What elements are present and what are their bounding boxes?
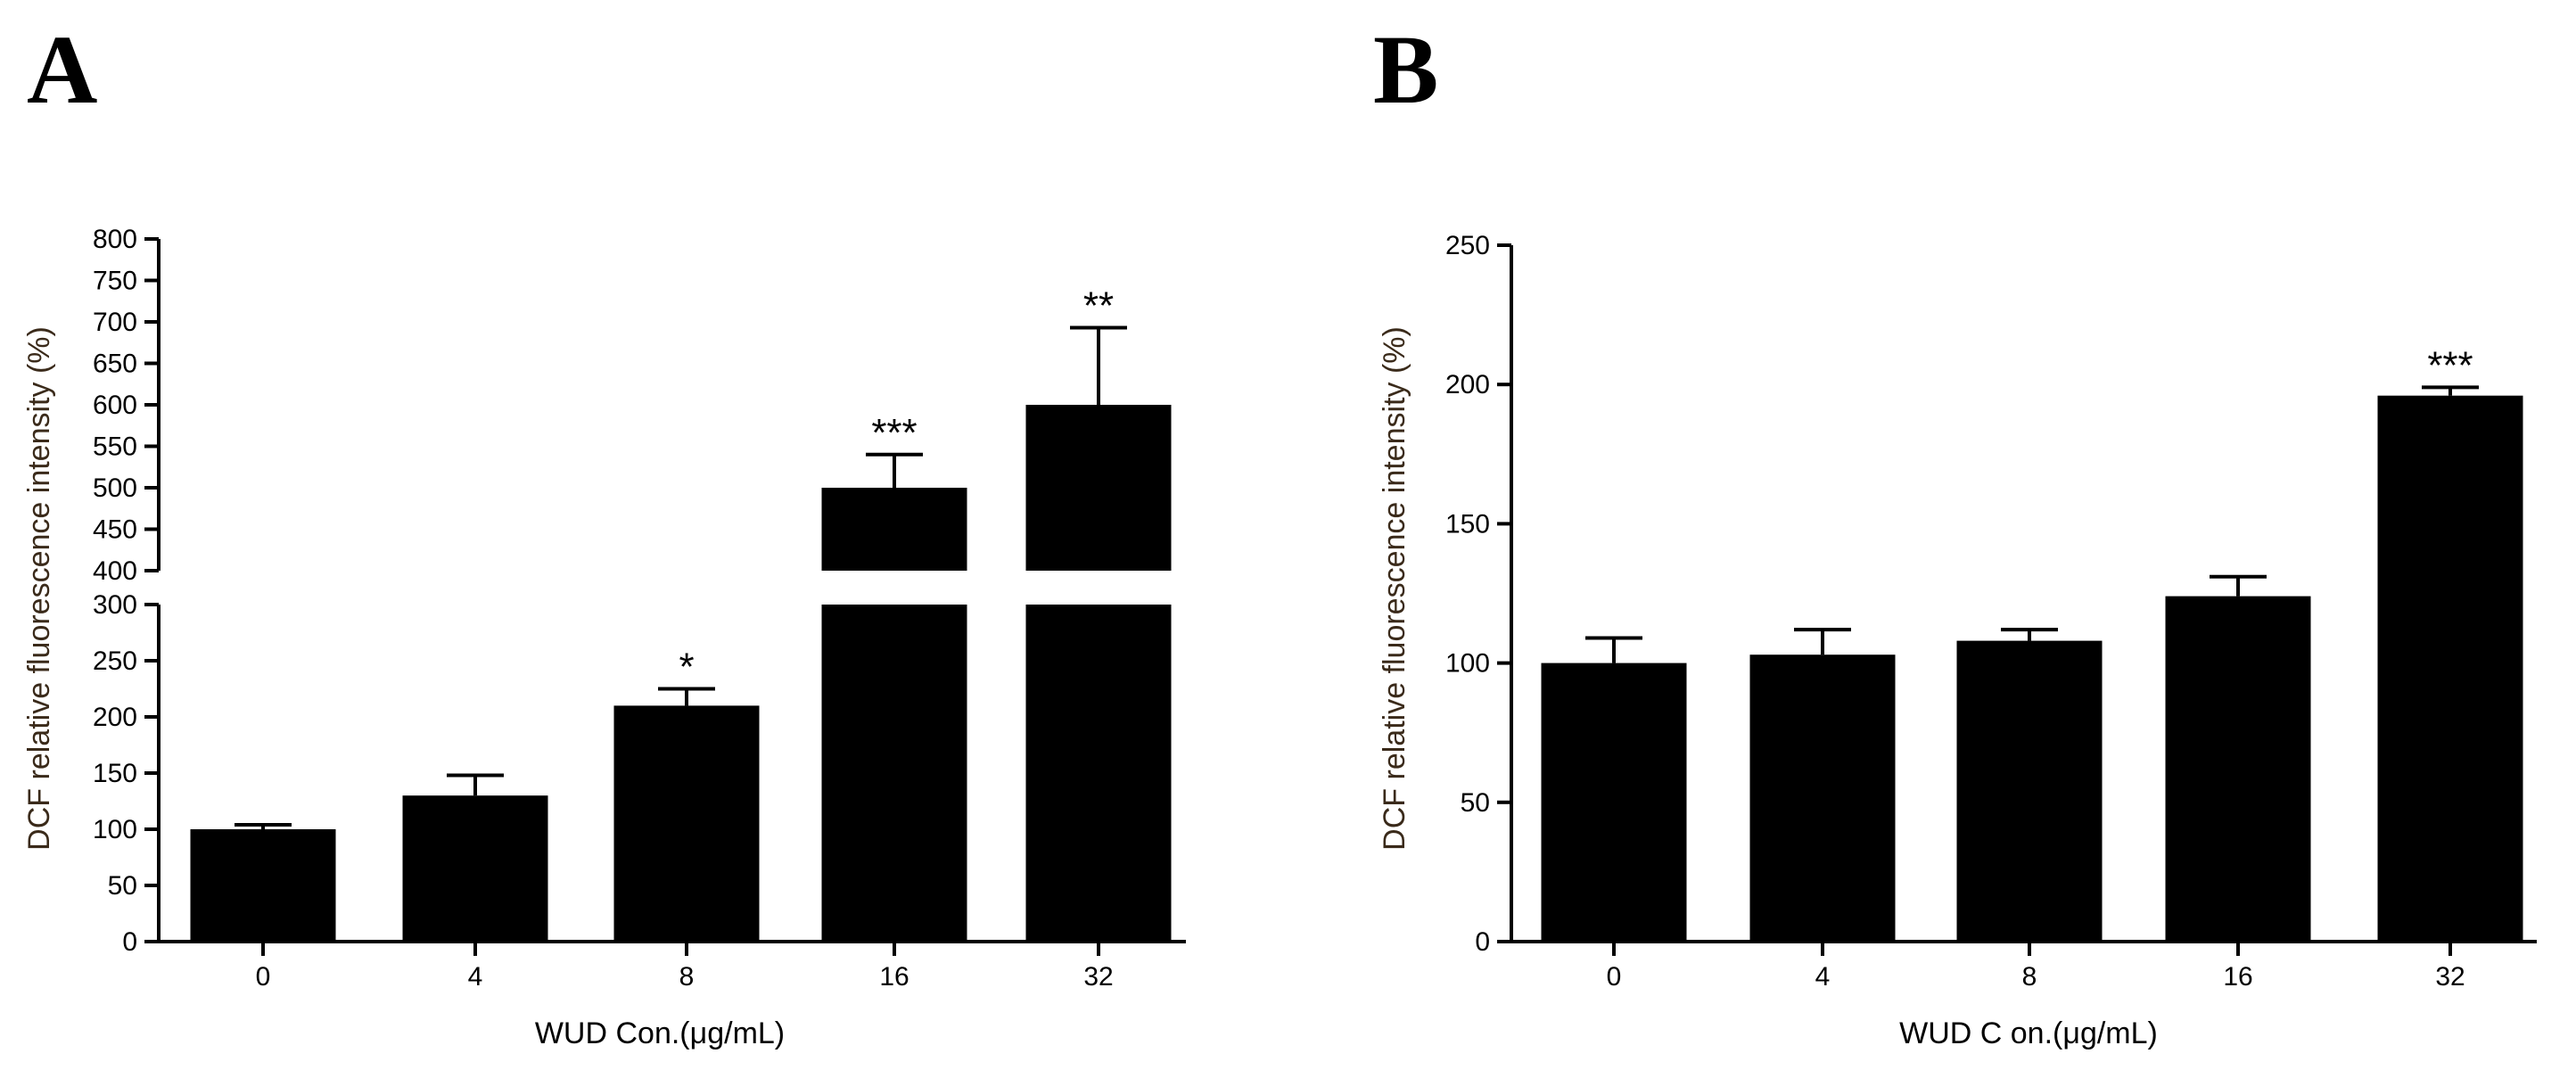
bar xyxy=(2165,596,2311,942)
x-tick-label: 0 xyxy=(256,962,271,992)
x-axis-title: WUD C on.(μg/mL) xyxy=(1899,1017,2158,1050)
y-tick-label: 200 xyxy=(1445,370,1490,399)
y-tick-label: 450 xyxy=(93,515,137,545)
y-tick-label: 100 xyxy=(1445,649,1490,679)
y-tick-label: 650 xyxy=(93,350,137,379)
y-tick-label: 0 xyxy=(122,927,137,957)
y-tick-label: 200 xyxy=(93,703,137,732)
bar xyxy=(1025,405,1172,571)
y-tick-label: 0 xyxy=(1475,927,1490,957)
y-tick-label: 150 xyxy=(93,759,137,788)
bar xyxy=(402,795,548,942)
bar xyxy=(190,829,336,942)
y-tick-label: 550 xyxy=(93,432,137,462)
y-tick-label: 750 xyxy=(93,267,137,296)
x-tick-label: 16 xyxy=(2223,962,2252,992)
y-tick-label: 500 xyxy=(93,473,137,503)
y-tick-label: 100 xyxy=(93,815,137,844)
y-tick-label: 300 xyxy=(93,590,137,620)
significance-label: *** xyxy=(2427,343,2473,387)
x-axis-title: WUD Con.(μg/mL) xyxy=(535,1017,785,1050)
y-tick-label: 600 xyxy=(93,391,137,420)
chart-panel-a: A DCF relative fluorescence intensity (%)… xyxy=(22,15,1186,1050)
y-tick-label: 250 xyxy=(1445,231,1490,260)
significance-label: * xyxy=(679,646,694,689)
y-axis-title: DCF relative fluorescence intensity (%) xyxy=(1378,326,1411,851)
bar xyxy=(1749,654,1896,942)
x-tick-label: 4 xyxy=(468,962,483,992)
bar xyxy=(1541,663,1687,942)
y-tick-label: 150 xyxy=(1445,509,1490,539)
x-tick-label: 4 xyxy=(1815,962,1831,992)
bar xyxy=(821,488,967,571)
bar-lower-segment xyxy=(1025,605,1172,942)
panel-letter-a: A xyxy=(27,15,97,124)
y-tick-label: 800 xyxy=(93,225,137,254)
y-tick-label: 400 xyxy=(93,556,137,586)
y-tick-label: 700 xyxy=(93,308,137,337)
y-axis-title: DCF relative fluorescence intensity (%) xyxy=(22,326,56,851)
y-tick-label: 50 xyxy=(108,871,137,901)
y-tick-label: 250 xyxy=(93,646,137,676)
panel-letter-b: B xyxy=(1373,15,1438,124)
x-tick-label: 16 xyxy=(879,962,909,992)
y-tick-label: 50 xyxy=(1461,788,1490,818)
x-tick-label: 8 xyxy=(679,962,695,992)
x-tick-label: 32 xyxy=(1083,962,1113,992)
x-tick-label: 32 xyxy=(2435,962,2465,992)
significance-label: *** xyxy=(871,411,917,455)
x-tick-label: 0 xyxy=(1607,962,1622,992)
significance-label: ** xyxy=(1083,284,1114,328)
bar xyxy=(1956,640,2103,942)
x-tick-label: 8 xyxy=(2022,962,2037,992)
bar-lower-segment xyxy=(821,605,967,942)
bar xyxy=(2377,395,2523,942)
chart-panel-b: B DCF relative fluorescence intensity (%)… xyxy=(1373,15,2537,1050)
bar xyxy=(613,705,760,942)
